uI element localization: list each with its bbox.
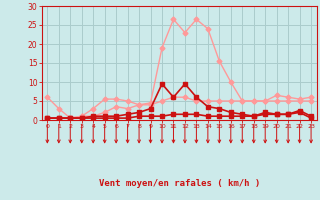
Text: Vent moyen/en rafales ( km/h ): Vent moyen/en rafales ( km/h ) [99,179,260,188]
